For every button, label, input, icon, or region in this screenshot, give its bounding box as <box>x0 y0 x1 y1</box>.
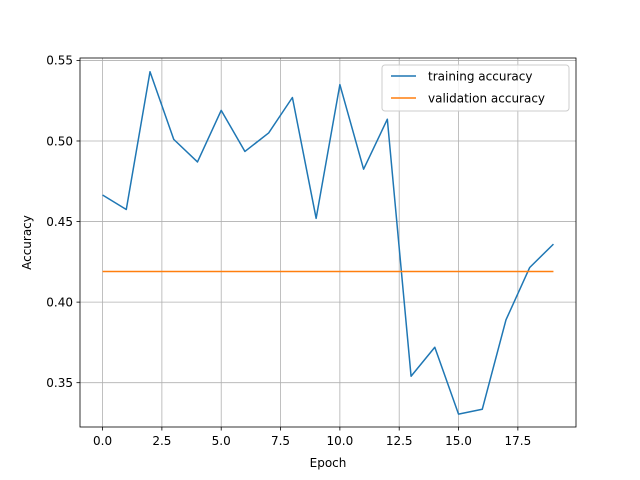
x-tick-label: 12.5 <box>386 434 413 448</box>
x-tick-label: 0.0 <box>93 434 112 448</box>
plot-area-background <box>80 58 576 427</box>
x-tick-label: 5.0 <box>212 434 231 448</box>
y-axis-label: Accuracy <box>20 215 34 270</box>
y-tick-label: 0.55 <box>46 54 73 68</box>
x-tick-label: 15.0 <box>445 434 472 448</box>
y-axis-ticks: 0.35 0.40 0.45 0.50 0.55 <box>46 54 80 390</box>
grid-lines <box>80 58 576 427</box>
x-axis-ticks: 0.0 2.5 5.0 7.5 10.0 12.5 15.0 17.5 <box>93 427 531 448</box>
y-tick-label: 0.45 <box>46 215 73 229</box>
legend-label-training-accuracy: training accuracy <box>428 70 532 84</box>
legend-box <box>381 64 570 112</box>
y-tick-label: 0.50 <box>46 134 73 148</box>
x-tick-label: 10.0 <box>327 434 354 448</box>
legend: training accuracy validation accuracy <box>381 64 570 112</box>
x-axis-label: Epoch <box>310 456 347 470</box>
plot-area-frame <box>79 57 577 428</box>
y-tick-label: 0.40 <box>46 295 73 309</box>
legend-label-validation-accuracy: validation accuracy <box>428 92 545 106</box>
series-line-training-accuracy <box>102 70 554 415</box>
x-tick-label: 7.5 <box>271 434 290 448</box>
x-tick-label: 17.5 <box>505 434 532 448</box>
y-tick-label: 0.35 <box>46 376 73 390</box>
x-tick-label: 2.5 <box>152 434 171 448</box>
series-layer <box>102 70 554 415</box>
